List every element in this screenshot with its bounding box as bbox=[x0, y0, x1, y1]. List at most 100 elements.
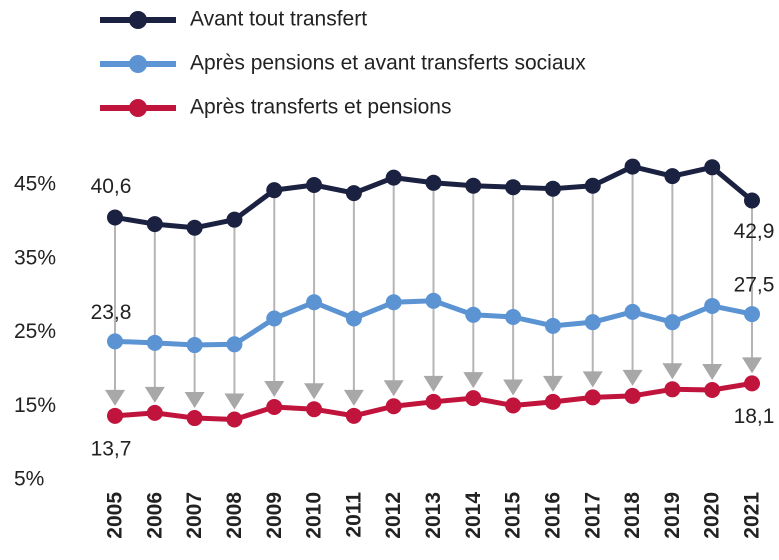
drop-arrow-head bbox=[144, 386, 165, 403]
data-point bbox=[465, 390, 482, 407]
legend-dot bbox=[129, 99, 147, 117]
drop-arrow-head bbox=[702, 364, 723, 381]
x-tick-label: 2009 bbox=[263, 492, 286, 539]
y-tick-label: 25% bbox=[14, 320, 56, 343]
data-point bbox=[306, 401, 323, 418]
data-label: 42,9 bbox=[734, 220, 775, 243]
x-tick-label: 2013 bbox=[422, 492, 445, 539]
data-point bbox=[465, 306, 482, 323]
data-point bbox=[345, 310, 362, 327]
drop-arrow-head bbox=[582, 371, 603, 388]
data-label: 23,8 bbox=[91, 301, 132, 324]
data-point bbox=[704, 297, 721, 314]
legend-dot bbox=[129, 11, 147, 29]
data-point bbox=[306, 294, 323, 311]
data-point bbox=[624, 158, 641, 175]
data-point bbox=[345, 185, 362, 202]
legend-label: Après transferts et pensions bbox=[190, 96, 451, 119]
data-point bbox=[107, 333, 123, 350]
drop-arrow-head bbox=[383, 380, 404, 397]
x-tick-label: 2008 bbox=[223, 492, 246, 539]
data-point bbox=[186, 337, 203, 354]
data-label: 13,7 bbox=[91, 437, 132, 460]
data-point bbox=[266, 182, 283, 199]
data-point bbox=[266, 310, 283, 327]
legend-dot bbox=[129, 55, 147, 73]
x-tick-label: 2019 bbox=[661, 492, 684, 539]
data-point bbox=[704, 159, 721, 176]
drop-arrow-head bbox=[224, 393, 245, 410]
legend-label: Après pensions et avant transferts socia… bbox=[190, 52, 586, 75]
data-label: 18,1 bbox=[734, 405, 775, 428]
x-tick-label: 2012 bbox=[382, 492, 405, 539]
data-point bbox=[425, 174, 442, 191]
data-point bbox=[186, 410, 203, 427]
drop-arrow-head bbox=[304, 383, 325, 400]
data-point bbox=[107, 407, 123, 424]
data-point bbox=[704, 382, 721, 399]
x-tick-label: 2018 bbox=[621, 492, 644, 539]
data-point bbox=[425, 393, 442, 410]
data-point bbox=[146, 334, 163, 351]
x-tick-label: 2006 bbox=[143, 492, 166, 539]
x-tick-label: 2020 bbox=[701, 492, 724, 539]
data-point bbox=[584, 389, 601, 406]
data-point bbox=[584, 177, 601, 194]
data-point bbox=[385, 294, 402, 311]
data-point bbox=[544, 393, 561, 410]
x-tick-label: 2007 bbox=[183, 492, 206, 539]
y-tick-label: 5% bbox=[14, 468, 44, 491]
data-point bbox=[505, 397, 522, 414]
data-point bbox=[465, 177, 482, 194]
data-point bbox=[544, 180, 561, 197]
data-point bbox=[505, 179, 522, 196]
x-tick-label: 2014 bbox=[462, 492, 485, 539]
drop-arrow-head bbox=[542, 375, 563, 392]
drop-arrow-head bbox=[184, 392, 205, 409]
drop-arrow-head bbox=[662, 363, 683, 380]
x-tick-label: 2011 bbox=[342, 492, 365, 538]
data-point bbox=[744, 375, 760, 392]
data-point bbox=[306, 177, 323, 193]
data-point bbox=[345, 407, 362, 424]
data-label: 27,5 bbox=[734, 274, 775, 297]
drop-arrow-head bbox=[503, 379, 524, 396]
data-point bbox=[544, 317, 561, 334]
y-tick-label: 15% bbox=[14, 394, 56, 417]
x-tick-label: 2016 bbox=[541, 492, 564, 539]
data-point bbox=[385, 169, 402, 186]
data-point bbox=[385, 398, 402, 415]
drop-arrow-head bbox=[343, 389, 364, 406]
drop-arrow-head bbox=[622, 369, 643, 386]
drop-arrow-head bbox=[463, 372, 484, 389]
data-label: 40,6 bbox=[91, 175, 132, 198]
data-point bbox=[425, 292, 442, 309]
data-point bbox=[107, 209, 123, 226]
drop-arrow-head bbox=[423, 375, 444, 392]
data-point bbox=[266, 398, 283, 415]
data-point bbox=[226, 211, 243, 228]
y-tick-label: 45% bbox=[14, 173, 56, 196]
x-tick-label: 2021 bbox=[741, 492, 764, 539]
legend-label: Avant tout transfert bbox=[190, 8, 367, 31]
data-point bbox=[146, 404, 163, 421]
data-point bbox=[186, 219, 203, 236]
x-tick-label: 2005 bbox=[104, 492, 127, 539]
y-tick-label: 35% bbox=[14, 246, 56, 269]
data-point bbox=[664, 314, 681, 331]
data-point bbox=[744, 192, 760, 209]
data-point bbox=[624, 387, 641, 404]
x-tick-label: 2017 bbox=[581, 492, 604, 539]
data-point bbox=[744, 306, 760, 323]
drop-arrow-head bbox=[264, 380, 285, 397]
drop-arrow-head bbox=[742, 357, 762, 374]
drop-arrow-head bbox=[105, 389, 125, 406]
data-point bbox=[664, 381, 681, 398]
data-point bbox=[505, 309, 522, 326]
data-point bbox=[584, 314, 601, 331]
x-tick-label: 2010 bbox=[303, 492, 326, 539]
x-tick-label: 2015 bbox=[502, 492, 525, 539]
data-point bbox=[226, 336, 243, 353]
data-point bbox=[664, 168, 681, 185]
